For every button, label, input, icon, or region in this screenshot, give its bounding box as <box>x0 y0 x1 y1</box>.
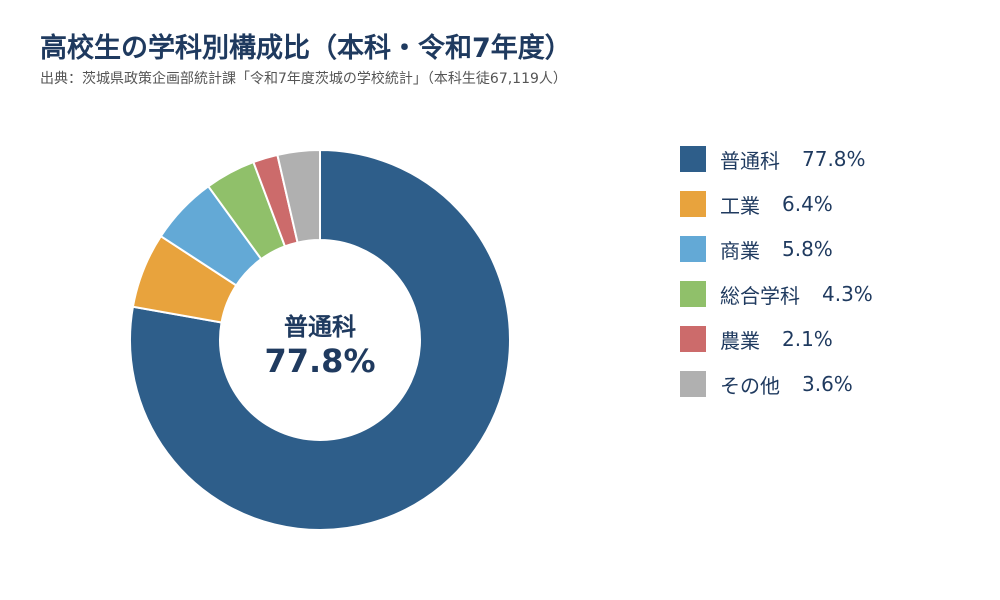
legend-value: 2.1% <box>782 327 833 351</box>
legend-value: 3.6% <box>802 372 853 396</box>
legend-value: 5.8% <box>782 237 833 261</box>
legend-item: 総合学科 4.3% <box>680 281 873 308</box>
legend-label: 普通科 <box>720 148 780 173</box>
legend-swatch <box>680 371 706 397</box>
legend-label: 商業 <box>720 238 760 263</box>
legend-swatch <box>680 281 706 307</box>
donut-slice-0 <box>129 148 511 531</box>
legend-value: 6.4% <box>782 192 833 216</box>
legend-swatch <box>680 146 706 172</box>
legend-label: その他 <box>720 373 780 398</box>
legend-item: 商業 5.8% <box>680 236 873 263</box>
center-category-label: 普通科 <box>284 313 356 341</box>
legend-value: 77.8% <box>802 147 866 171</box>
legend-item: 工業 6.4% <box>680 191 873 218</box>
legend-swatch <box>680 236 706 262</box>
legend-value: 4.3% <box>822 282 873 306</box>
chart-subtitle: 出典：茨城県政策企画部統計課「令和7年度茨城の学校統計」（本科生徒67,119人… <box>40 71 567 87</box>
legend-item: その他 3.6% <box>680 371 873 398</box>
chart-legend: 普通科 77.8% 工業 6.4% 商業 5.8% 総合学科 4.3% 農業 2.1% その他 3.6… <box>680 146 873 416</box>
chart-title: 高校生の学科別構成比（本科・令和7年度） <box>40 33 572 64</box>
donut-slice-5 <box>276 148 321 244</box>
center-value-label: 77.8% <box>264 342 375 380</box>
legend-item: 普通科 77.8% <box>680 146 873 173</box>
legend-swatch <box>680 326 706 352</box>
legend-label: 農業 <box>720 328 760 353</box>
legend-label: 総合学科 <box>720 283 800 308</box>
legend-swatch <box>680 191 706 217</box>
legend-label: 工業 <box>720 193 760 218</box>
legend-item: 農業 2.1% <box>680 326 873 353</box>
